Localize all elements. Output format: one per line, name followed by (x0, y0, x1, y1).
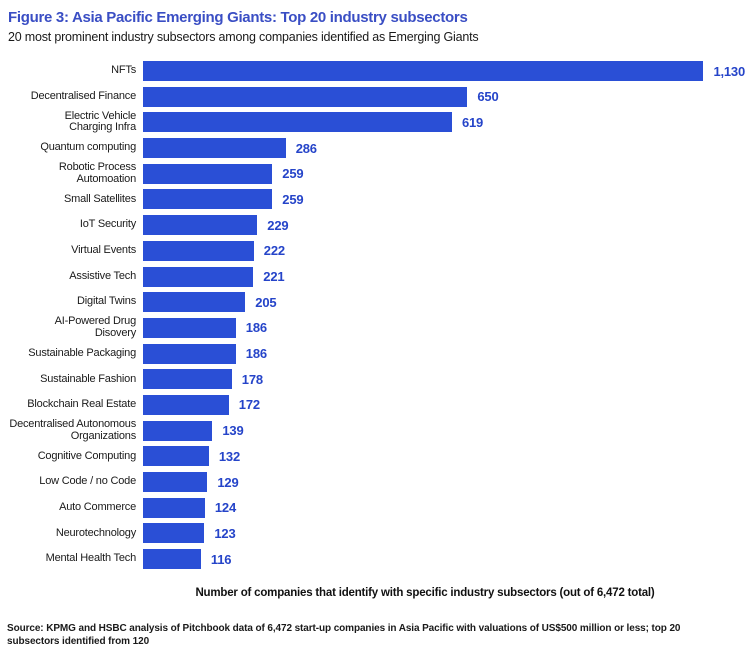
chart-row: Quantum computing 286 (0, 138, 745, 159)
category-label: Digital Twins (77, 295, 136, 308)
bar (143, 292, 246, 313)
chart-row: Low Code / no Code 129 (0, 472, 745, 492)
bar (143, 266, 254, 287)
category-label: Low Code / no Code (39, 475, 136, 488)
chart-row: Assistive Tech 221 (0, 266, 745, 287)
category-label: Quantum computing (40, 141, 136, 154)
category-label: Decentralised Finance (30, 89, 136, 102)
value-label: 259 (282, 191, 304, 207)
bar-chart: NFTs 1,130 Decentralised Finance 650 Electri… (0, 61, 745, 570)
value-label: 222 (263, 243, 285, 259)
category-label: Robotic Process Automoation (58, 161, 136, 185)
bar (143, 215, 258, 236)
bar (143, 240, 254, 261)
chart-row: Electric Vehicle Charging Infra 619 (0, 109, 745, 134)
value-label: 186 (245, 346, 267, 362)
chart-row: IoT Security 229 (0, 215, 745, 236)
bar (143, 86, 468, 107)
value-label: 259 (282, 166, 304, 182)
value-label: 116 (210, 551, 232, 567)
category-label: Small Satellites (64, 192, 136, 205)
bar (143, 446, 209, 467)
figure-title: Figure 3: Asia Pacific Emerging Giants: … (8, 9, 468, 26)
value-label: 178 (241, 371, 263, 387)
x-axis-label-wrap: Number of companies that identify with s… (143, 583, 707, 601)
category-label: Virtual Events (71, 244, 136, 257)
bar (143, 394, 229, 415)
category-label: NFTs (111, 64, 136, 77)
bar (143, 343, 236, 364)
category-label: Assistive Tech (69, 269, 136, 282)
bar (143, 138, 286, 159)
category-label: Auto Commerce (59, 500, 136, 513)
chart-row: Decentralised Finance 650 (0, 86, 745, 107)
bar (143, 317, 236, 338)
bar (143, 189, 273, 210)
category-label: Blockchain Real Estate (27, 398, 136, 411)
chart-row: Robotic Process Automoation 259 (0, 161, 745, 185)
figure-subtitle: 20 most prominent industry subsectors am… (8, 30, 479, 44)
value-label: 205 (255, 294, 277, 310)
chart-row: Cognitive Computing 132 (0, 446, 745, 467)
category-label: Sustainable Packaging (28, 346, 136, 359)
category-label: Electric Vehicle Charging Infra (64, 109, 137, 134)
category-label: AI-Powered Drug Disovery (54, 315, 137, 339)
chart-row: Small Satellites 259 (0, 189, 745, 210)
category-label: Decentralised Autonomous Organizations (9, 418, 136, 442)
chart-row: Neurotechnology 123 (0, 523, 745, 544)
chart-row: Auto Commerce 124 (0, 497, 745, 518)
chart-row: Sustainable Fashion 178 (0, 369, 745, 390)
bar (143, 112, 452, 133)
chart-row: Sustainable Packaging 186 (0, 343, 745, 364)
value-label: 186 (245, 320, 267, 336)
bar (143, 163, 273, 184)
value-label: 172 (238, 397, 260, 413)
value-label: 221 (263, 269, 285, 284)
bar (143, 472, 208, 492)
value-label: 286 (295, 140, 317, 156)
category-label: Neurotechnology (55, 526, 136, 539)
chart-row: NFTs 1,130 (0, 61, 745, 81)
category-label: IoT Security (79, 218, 136, 231)
bar (143, 523, 205, 544)
value-label: 619 (462, 114, 484, 130)
chart-row: Digital Twins 205 (0, 292, 745, 313)
chart-row: AI-Powered Drug Disovery 186 (0, 315, 745, 339)
category-label: Cognitive Computing (37, 449, 137, 462)
category-label: Mental Health Tech (45, 552, 137, 565)
value-label: 139 (222, 423, 244, 439)
source-note: Source: KPMG and HSBC analysis of Pitchb… (7, 623, 681, 647)
value-label: 650 (477, 89, 499, 105)
value-label: 124 (214, 500, 236, 516)
chart-row: Virtual Events 222 (0, 240, 745, 261)
chart-row: Blockchain Real Estate 172 (0, 394, 745, 415)
value-label: 129 (217, 474, 239, 490)
category-label: Sustainable Fashion (40, 372, 136, 385)
chart-row: Mental Health Tech 116 (0, 549, 745, 570)
value-label: 1,130 (713, 63, 745, 79)
bar (143, 420, 213, 441)
bar (143, 369, 232, 390)
bar (143, 497, 205, 518)
x-axis-label: Number of companies that identify with s… (195, 587, 655, 599)
bar (143, 61, 704, 81)
bar (143, 549, 201, 570)
chart-row: Decentralised Autonomous Organizations 13… (0, 418, 745, 442)
value-label: 229 (267, 217, 289, 233)
value-label: 123 (214, 525, 236, 541)
value-label: 132 (218, 448, 240, 464)
